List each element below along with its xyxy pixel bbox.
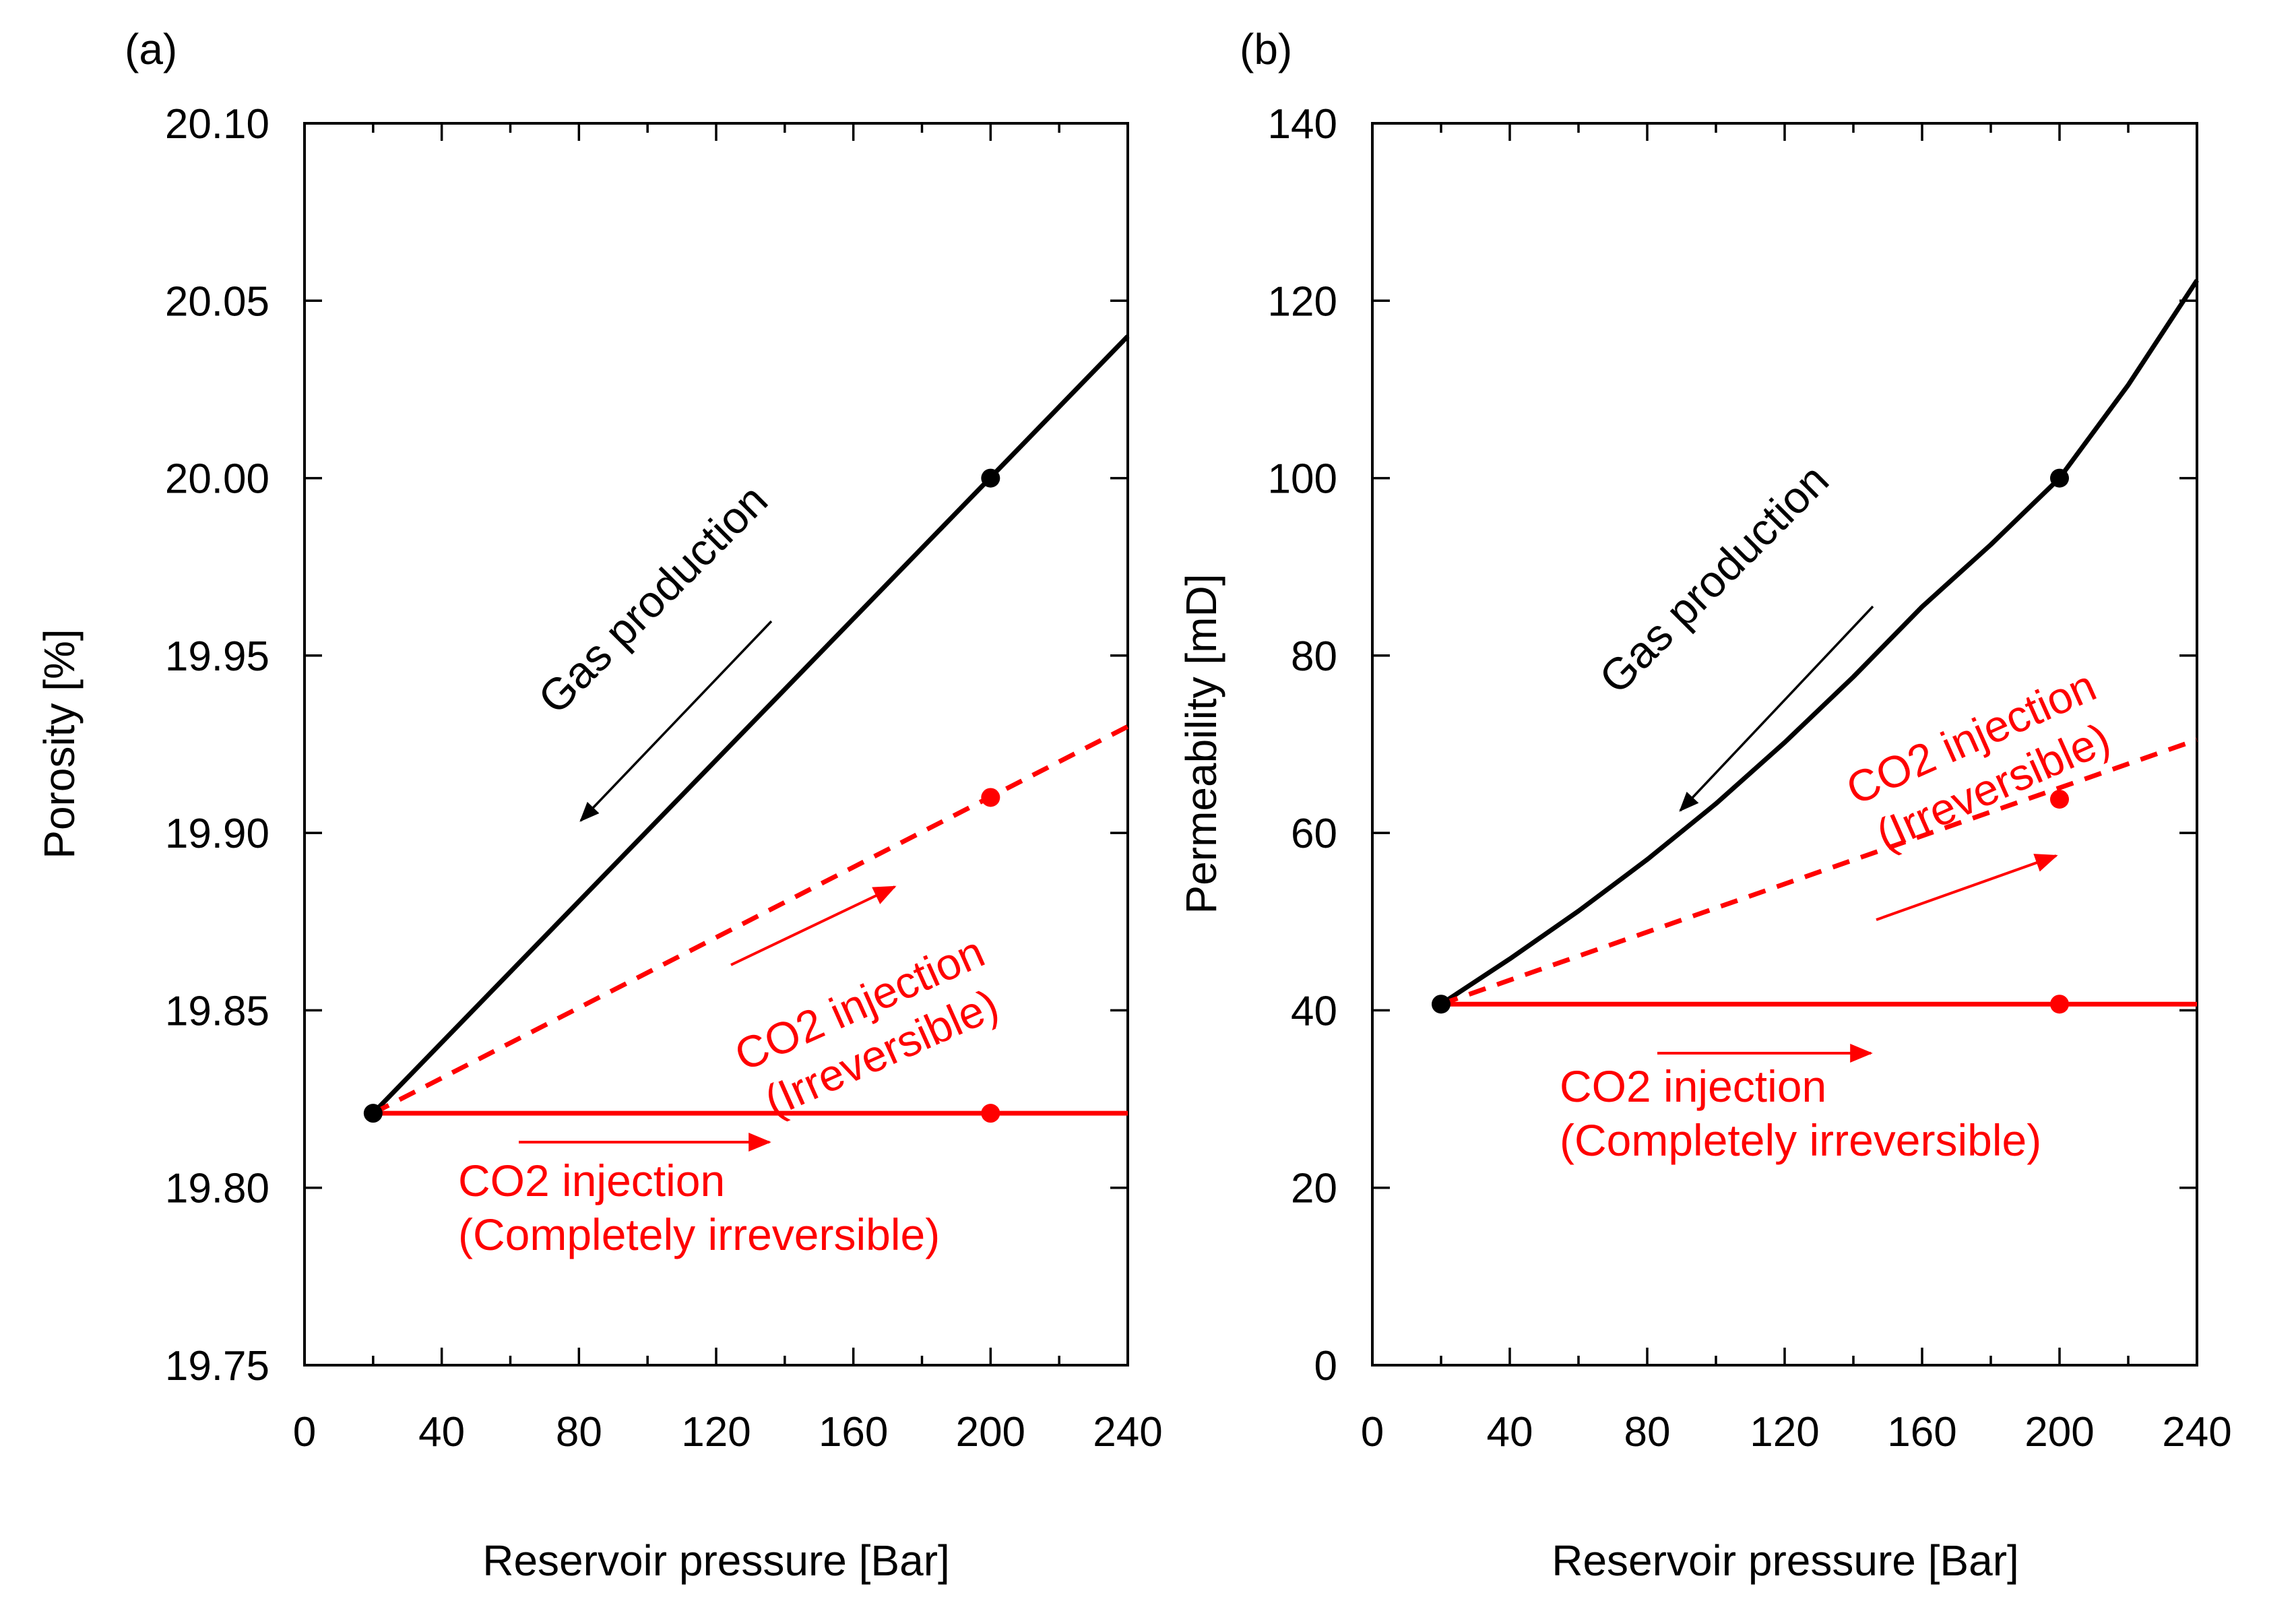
x-tick-label: 120 [681, 1409, 751, 1455]
annotation-text: CO2 injection (Completely irreversible) [458, 1156, 940, 1259]
annotation-text: Gas production [528, 474, 777, 723]
x-tick-label: 80 [556, 1409, 602, 1455]
data-point [981, 1104, 1000, 1123]
x-tick-label: 80 [1624, 1409, 1671, 1455]
annotation-text: CO2 injection(Irreversible) [1839, 660, 2126, 864]
annotation-line: Gas production [528, 474, 777, 723]
y-tick-label: 20.00 [165, 456, 269, 503]
y-tick-label: 19.95 [165, 633, 269, 680]
y-tick-label: 19.80 [165, 1166, 269, 1212]
chart-panel-a: 0 40 80 120 160 200 240 19.75 19.80 19.85 19.90 19.… [35, 25, 1163, 1585]
y-tick-label: 0 [1314, 1343, 1337, 1389]
x-axis-title: Reservoir pressure [Bar] [1552, 1536, 2019, 1585]
series-line-1 [371, 334, 1130, 1115]
x-tick-label: 200 [2024, 1409, 2094, 1455]
series-line-2 [1440, 737, 2198, 1007]
x-tick-label: 240 [1093, 1409, 1162, 1455]
y-tick-label: 140 [1268, 101, 1337, 148]
data-point [981, 788, 1000, 807]
y-tick-label: 19.85 [165, 988, 269, 1034]
y-tick-label: 19.90 [165, 811, 269, 857]
y-tick-label: 20.10 [165, 101, 269, 148]
annotation-text: Gas production [1589, 454, 1838, 703]
series-line-1 [1440, 279, 2199, 1007]
y-tick-label: 20 [1291, 1166, 1337, 1212]
x-tick-label: 40 [418, 1409, 465, 1455]
x-tick-label: 0 [1361, 1409, 1384, 1455]
y-axis-title: Permeability [mD] [1177, 574, 1225, 914]
chart-panel-b: 0 40 80 120 160 200 240 0 20 40 60 80 100 120 140 Reser… [1177, 25, 2232, 1585]
x-axis-title: Reservoir pressure [Bar] [482, 1536, 950, 1585]
y-axis-title: Porosity [%] [35, 629, 84, 858]
annotation-line: CO2 injection [458, 1156, 725, 1205]
annotation-arrow [579, 620, 773, 822]
annotation-arrow [1876, 854, 2058, 921]
annotation-text: CO2 injection (Completely irreversible) [1560, 1061, 2041, 1165]
x-tick-label: 0 [293, 1409, 316, 1455]
x-tick-label: 40 [1487, 1409, 1533, 1455]
x-tick-label: 120 [1750, 1409, 1819, 1455]
y-tick-label: 120 [1268, 278, 1337, 325]
y-tick-label: 40 [1291, 988, 1337, 1034]
annotation-line: Gas production [1589, 454, 1838, 703]
panel-label: (b) [1240, 25, 1292, 73]
annotation-line: (Completely irreversible) [1560, 1115, 2041, 1165]
x-tick-label: 160 [819, 1409, 888, 1455]
annotation-arrow [730, 885, 897, 966]
panel-label: (a) [125, 25, 177, 73]
y-tick-label: 19.75 [165, 1343, 269, 1389]
data-point [2050, 468, 2069, 488]
data-point [2050, 995, 2069, 1014]
data-point [981, 468, 1000, 488]
x-tick-label: 240 [2162, 1409, 2231, 1455]
y-tick-label: 80 [1291, 633, 1337, 680]
x-tick-label: 160 [1887, 1409, 1956, 1455]
y-tick-label: 60 [1291, 811, 1337, 857]
data-point [363, 1104, 383, 1123]
annotation-text: CO2 injection(Irreversible) [728, 927, 1014, 1130]
annotation-line: CO2 injection [1560, 1061, 1826, 1111]
annotation-line: (Completely irreversible) [458, 1210, 940, 1259]
data-point [1432, 995, 1450, 1014]
y-tick-label: 100 [1268, 456, 1337, 503]
data-point [2050, 790, 2069, 809]
x-tick-label: 200 [956, 1409, 1025, 1455]
y-tick-label: 20.05 [165, 278, 269, 325]
series-line-2 [372, 724, 1129, 1116]
annotation-arrow [1679, 605, 1874, 812]
